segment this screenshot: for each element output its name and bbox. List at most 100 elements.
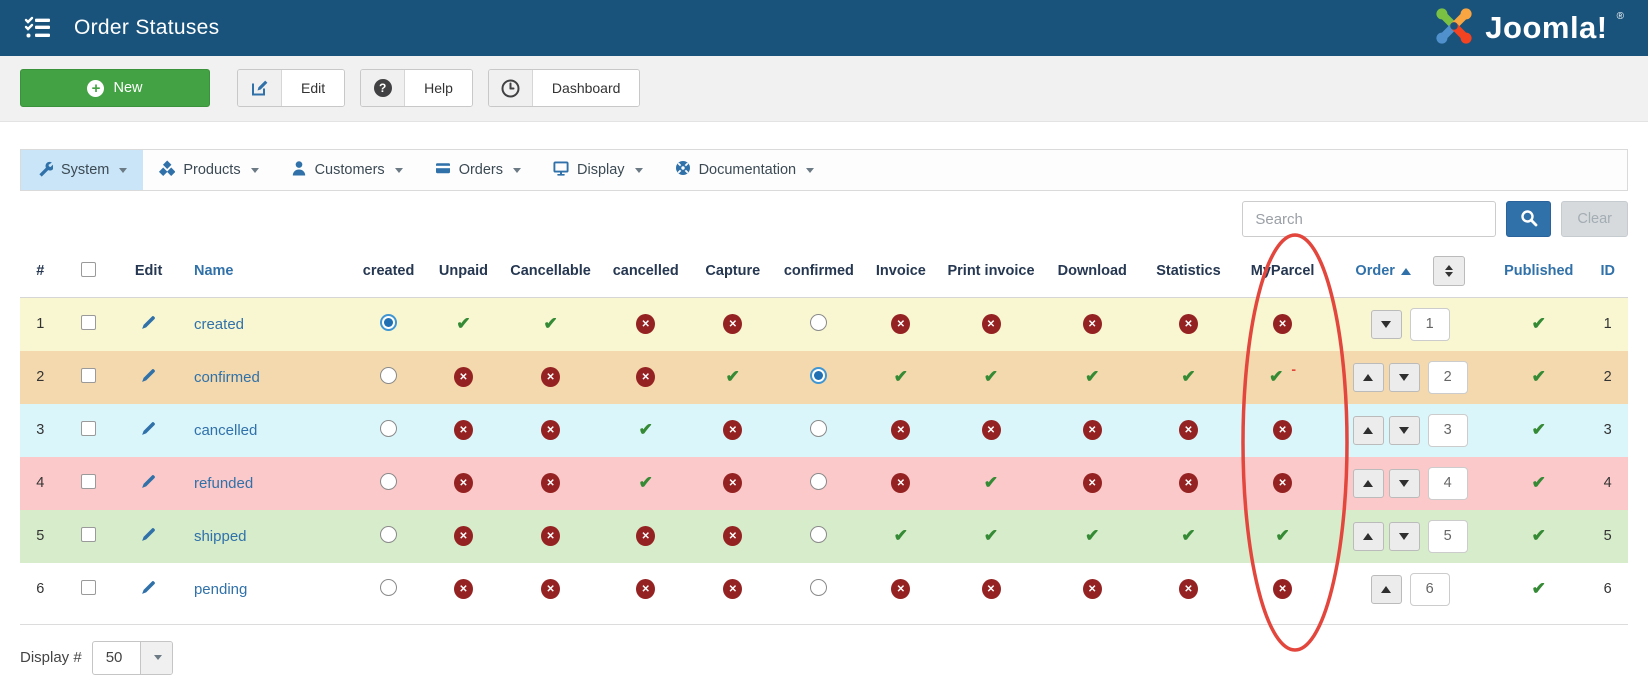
cross-icon: ✕ xyxy=(453,367,473,387)
column-header-name[interactable]: Name xyxy=(180,247,350,298)
menu-item-documentation[interactable]: Documentation xyxy=(659,150,831,190)
move-up-button[interactable] xyxy=(1352,362,1384,392)
wrench-icon xyxy=(37,160,55,181)
confirmed-radio[interactable] xyxy=(810,419,828,437)
created-radio[interactable] xyxy=(380,578,398,596)
edit-button[interactable]: Edit xyxy=(237,69,346,107)
move-up-button[interactable] xyxy=(1352,468,1384,498)
edit-row-button[interactable] xyxy=(140,420,157,440)
cross-icon: ✕ xyxy=(636,526,656,546)
cross-icon: ✕ xyxy=(1273,473,1293,493)
move-down-button[interactable] xyxy=(1388,468,1420,498)
order-controls xyxy=(1330,307,1490,341)
cross-icon: ✕ xyxy=(1082,314,1102,335)
order-input[interactable] xyxy=(1427,413,1468,447)
order-input[interactable] xyxy=(1409,307,1450,341)
confirmed-radio[interactable] xyxy=(810,525,828,543)
check-icon: ✔ xyxy=(1181,526,1196,545)
chevron-down-icon xyxy=(513,167,522,173)
row-checkbox[interactable] xyxy=(81,367,97,383)
order-controls xyxy=(1330,413,1490,447)
order-input[interactable] xyxy=(1427,466,1468,500)
created-radio[interactable] xyxy=(380,313,398,331)
menu-item-label: Customers xyxy=(314,162,385,178)
status-name-link[interactable]: shipped xyxy=(193,527,247,545)
column-header-id_col[interactable]: ID xyxy=(1587,247,1628,298)
confirmed-radio[interactable] xyxy=(810,472,828,490)
row-checkbox[interactable] xyxy=(81,526,97,542)
help-button[interactable]: ? Help xyxy=(360,69,473,107)
edit-button-label: Edit xyxy=(282,70,345,106)
search-button[interactable] xyxy=(1506,201,1552,237)
order-input[interactable] xyxy=(1409,572,1450,606)
edit-row-button[interactable] xyxy=(140,367,157,387)
edit-row-button[interactable] xyxy=(140,473,157,493)
caret-up-icon xyxy=(1363,426,1374,434)
display-count-select[interactable]: 50 xyxy=(91,640,174,675)
menu-item-display[interactable]: Display xyxy=(537,150,659,190)
move-down-button[interactable] xyxy=(1388,362,1420,392)
dashboard-button[interactable]: Dashboard xyxy=(487,69,641,107)
row-checkbox[interactable] xyxy=(81,314,97,330)
confirmed-radio[interactable] xyxy=(810,313,828,331)
menu-item-orders[interactable]: Orders xyxy=(419,150,537,190)
move-up-button[interactable] xyxy=(1352,415,1384,445)
check-icon: ✔ xyxy=(1531,420,1546,439)
created-radio[interactable] xyxy=(380,366,398,384)
row-number: 4 xyxy=(36,475,45,491)
select-all-checkbox[interactable] xyxy=(81,261,97,277)
chevron-down-icon xyxy=(250,167,259,173)
move-down-button[interactable] xyxy=(1388,521,1420,551)
search-input[interactable] xyxy=(1242,201,1497,237)
page-title: Order Statuses xyxy=(74,16,220,39)
confirmed-radio[interactable] xyxy=(810,366,828,384)
row-checkbox[interactable] xyxy=(81,579,97,595)
order-input[interactable] xyxy=(1427,519,1468,553)
edit-row-button[interactable] xyxy=(140,579,157,599)
column-header-published[interactable]: Published xyxy=(1490,247,1587,298)
toolbar: + New Edit ? Help xyxy=(0,56,1648,122)
cross-icon: ✕ xyxy=(1178,473,1198,493)
check-icon: ✔ xyxy=(1275,526,1290,545)
created-radio[interactable] xyxy=(380,525,398,543)
row-checkbox[interactable] xyxy=(81,420,97,436)
check-icon: ✔ xyxy=(456,314,471,334)
clear-button[interactable]: Clear xyxy=(1561,201,1628,237)
status-name-link[interactable]: cancelled xyxy=(193,421,258,439)
cross-icon: ✕ xyxy=(981,579,1001,599)
edit-pencil-icon xyxy=(140,315,157,334)
move-up-button[interactable] xyxy=(1352,521,1384,551)
status-name-link[interactable]: pending xyxy=(193,580,248,598)
check-icon: ✔ xyxy=(1531,314,1546,334)
confirmed-radio[interactable] xyxy=(810,578,828,596)
status-name-link[interactable]: confirmed xyxy=(193,368,260,386)
check-icon: ✔ xyxy=(983,473,999,492)
menu-item-customers[interactable]: Customers xyxy=(275,150,419,190)
edit-pencil-square-icon xyxy=(238,70,282,106)
check-icon: ✔ xyxy=(893,526,908,545)
menu-item-system[interactable]: System xyxy=(21,150,144,190)
cross-icon: ✕ xyxy=(723,579,743,599)
column-header-edit: Edit xyxy=(117,247,180,298)
status-name-link[interactable]: created xyxy=(193,315,245,333)
cross-icon: ✕ xyxy=(453,420,473,440)
menu-item-products[interactable]: Products xyxy=(143,150,274,190)
created-radio[interactable] xyxy=(380,472,398,490)
move-down-button[interactable] xyxy=(1370,309,1402,339)
display-count-label: Display # xyxy=(20,649,82,666)
check-icon: ✔ xyxy=(1085,367,1100,386)
cross-icon: ✕ xyxy=(541,579,561,599)
caret-up-icon xyxy=(1363,479,1374,487)
column-header-order[interactable]: Order xyxy=(1330,247,1490,298)
reorder-save-button[interactable] xyxy=(1432,256,1465,286)
edit-row-button[interactable] xyxy=(140,314,157,334)
edit-row-button[interactable] xyxy=(140,526,157,546)
new-button[interactable]: + New xyxy=(20,69,210,107)
status-name-link[interactable]: refunded xyxy=(193,474,254,492)
move-down-button[interactable] xyxy=(1388,415,1420,445)
order-input[interactable] xyxy=(1427,360,1468,394)
move-up-button[interactable] xyxy=(1370,574,1402,604)
created-radio[interactable] xyxy=(380,419,398,437)
row-checkbox[interactable] xyxy=(81,473,97,489)
caret-up-icon xyxy=(1381,585,1392,593)
